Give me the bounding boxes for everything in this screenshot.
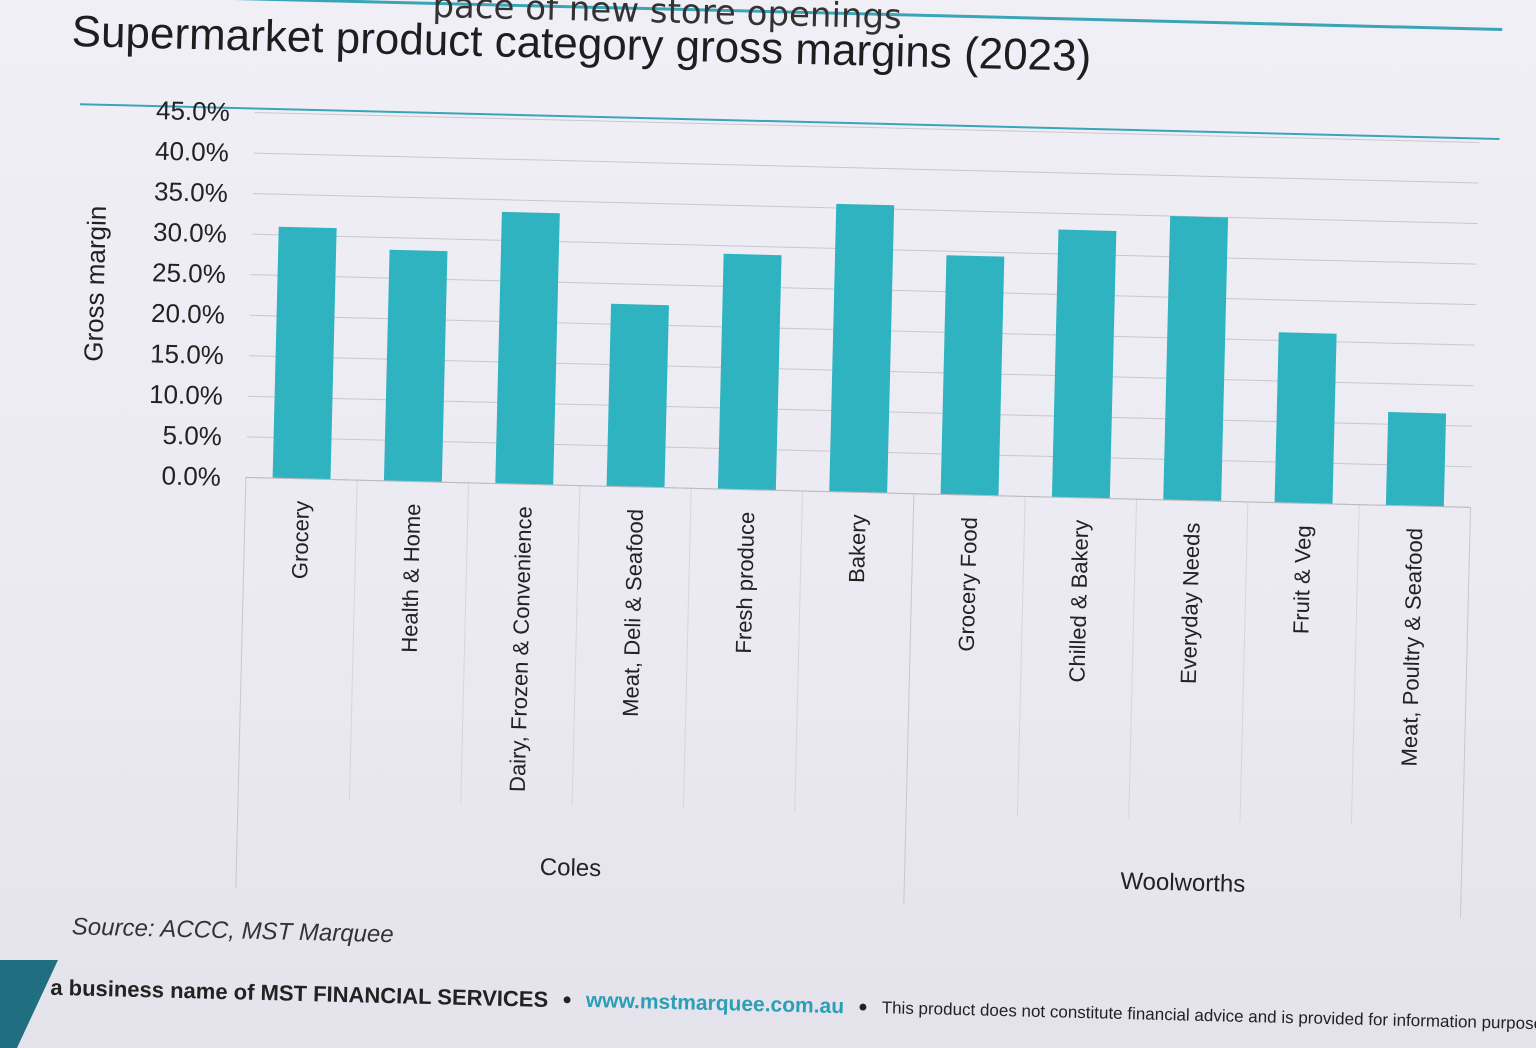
x-tick-label: Fresh produce [731, 511, 759, 653]
x-tick-label: Dairy, Frozen & Convenience [505, 506, 537, 792]
x-tick-label: Grocery Food [954, 517, 982, 652]
x-tick-label: Meat, Poultry & Seafood [1396, 528, 1427, 767]
group-separator [235, 477, 247, 888]
bar [940, 255, 1005, 496]
x-tick-label: Bakery [844, 514, 871, 583]
category-divider [348, 480, 358, 801]
footer-website-link[interactable]: www.mstmarquee.com.au [585, 988, 845, 1019]
bar [1051, 229, 1117, 499]
y-tick-label: 30.0% [153, 217, 227, 249]
gridline [254, 112, 1480, 143]
category-divider [1350, 504, 1360, 825]
bar [606, 303, 669, 488]
x-tick-label: Fruit & Veg [1288, 525, 1316, 634]
category-divider [460, 482, 470, 803]
gridline [253, 152, 1479, 184]
group-label: Coles [540, 854, 602, 882]
category-divider [1239, 501, 1249, 822]
bar [383, 249, 448, 483]
category-divider [682, 488, 692, 809]
bar [1163, 216, 1229, 502]
category-divider [1016, 496, 1026, 817]
bar [1385, 412, 1447, 507]
y-tick-label: 25.0% [152, 257, 226, 289]
bar [272, 226, 337, 480]
group-separator [903, 493, 915, 904]
x-axis-line [245, 476, 1471, 508]
y-tick-label: 15.0% [150, 338, 224, 370]
x-tick-label: Everyday Needs [1176, 522, 1205, 684]
group-label: Woolworths [1120, 868, 1246, 898]
y-tick-label: 45.0% [156, 95, 230, 127]
bar [495, 211, 560, 485]
bar [1274, 332, 1337, 504]
bullet-icon: ● [857, 998, 868, 1016]
category-divider [571, 485, 581, 806]
y-tick-label: 40.0% [155, 136, 229, 168]
y-tick-label: 5.0% [162, 420, 222, 451]
y-tick-label: 0.0% [161, 460, 221, 491]
y-tick-label: 10.0% [149, 379, 223, 411]
x-tick-label: Grocery [287, 500, 314, 579]
bar [717, 253, 782, 491]
bar [829, 203, 895, 494]
x-tick-label: Meat, Deli & Seafood [618, 509, 648, 717]
x-tick-label: Chilled & Bakery [1064, 520, 1093, 683]
category-divider [794, 491, 804, 811]
category-divider [1128, 499, 1138, 820]
y-tick-label: 35.0% [154, 176, 228, 208]
x-tick-label: Health & Home [397, 503, 426, 653]
bullet-icon: ● [561, 991, 573, 1009]
y-tick-label: 20.0% [151, 298, 225, 330]
group-separator [1460, 507, 1472, 918]
